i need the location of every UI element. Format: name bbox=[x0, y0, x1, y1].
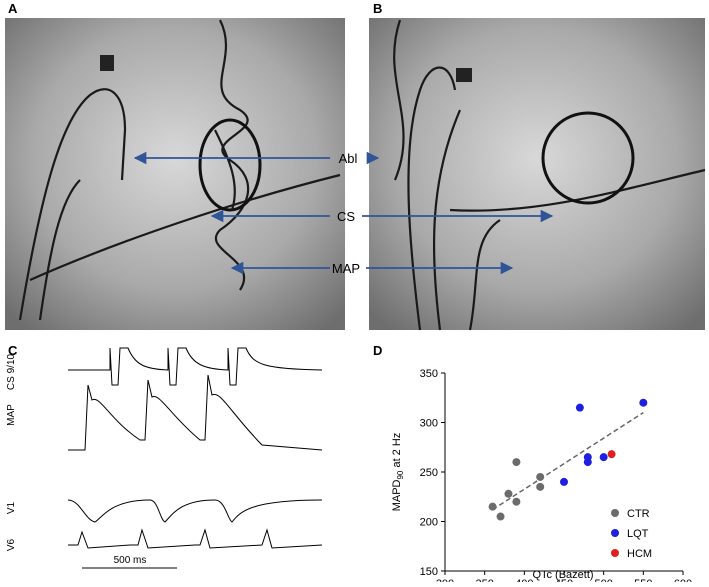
y-tick-label: 250 bbox=[420, 467, 438, 479]
fluoro-image-a bbox=[5, 18, 345, 330]
y-tick-label: 300 bbox=[420, 418, 438, 430]
panel-label: A bbox=[8, 1, 18, 16]
y-tick-label: 200 bbox=[420, 517, 438, 529]
point bbox=[536, 472, 545, 481]
fluoro-image-b bbox=[369, 18, 706, 331]
annotation: CS bbox=[337, 209, 355, 224]
point bbox=[512, 497, 521, 506]
scatter-plot: 300350400450500550600150200250300350CTRL… bbox=[420, 368, 693, 587]
trace-label: MAP bbox=[6, 404, 17, 426]
y-tick-label: 350 bbox=[420, 368, 438, 380]
point bbox=[599, 453, 608, 462]
traces bbox=[67, 347, 323, 569]
point bbox=[536, 482, 545, 491]
scale-bar-label: 500 ms bbox=[114, 555, 147, 566]
panel-label: B bbox=[373, 1, 382, 16]
x-tick-label: 350 bbox=[475, 578, 493, 582]
legend-marker bbox=[611, 529, 619, 537]
x-tick-label: 500 bbox=[594, 578, 612, 582]
point bbox=[504, 489, 513, 498]
y-tick-label: 150 bbox=[420, 566, 438, 578]
point bbox=[488, 502, 497, 511]
x-tick-label: 550 bbox=[634, 578, 652, 582]
trend-line bbox=[492, 411, 644, 511]
point bbox=[575, 403, 584, 412]
x-axis-label: QTc (Bazett) bbox=[532, 569, 593, 581]
x-tick-label: 600 bbox=[674, 578, 692, 582]
panel-label: C bbox=[8, 343, 18, 358]
trace-label: CS 9/10 bbox=[6, 353, 17, 390]
legend-marker bbox=[611, 549, 619, 557]
legend-marker bbox=[611, 509, 619, 517]
point bbox=[512, 458, 521, 467]
panel-label: D bbox=[373, 343, 382, 358]
legend-label: CTR bbox=[627, 508, 650, 520]
trace-label: V1 bbox=[6, 501, 17, 514]
x-tick-label: 300 bbox=[436, 578, 454, 582]
annotation: MAP bbox=[332, 261, 360, 276]
arrows bbox=[133, 151, 554, 275]
point bbox=[639, 398, 648, 407]
trace-label: V6 bbox=[6, 538, 17, 551]
point bbox=[583, 458, 592, 467]
point bbox=[560, 477, 568, 486]
legend-label: HCM bbox=[627, 548, 652, 560]
point bbox=[496, 512, 505, 521]
annotation: Abl bbox=[339, 151, 358, 166]
point bbox=[607, 450, 616, 459]
y-axis-label: MAPD90 at 2 Hz bbox=[391, 433, 405, 512]
legend-label: LQT bbox=[627, 528, 649, 540]
x-tick-label: 400 bbox=[515, 578, 533, 582]
